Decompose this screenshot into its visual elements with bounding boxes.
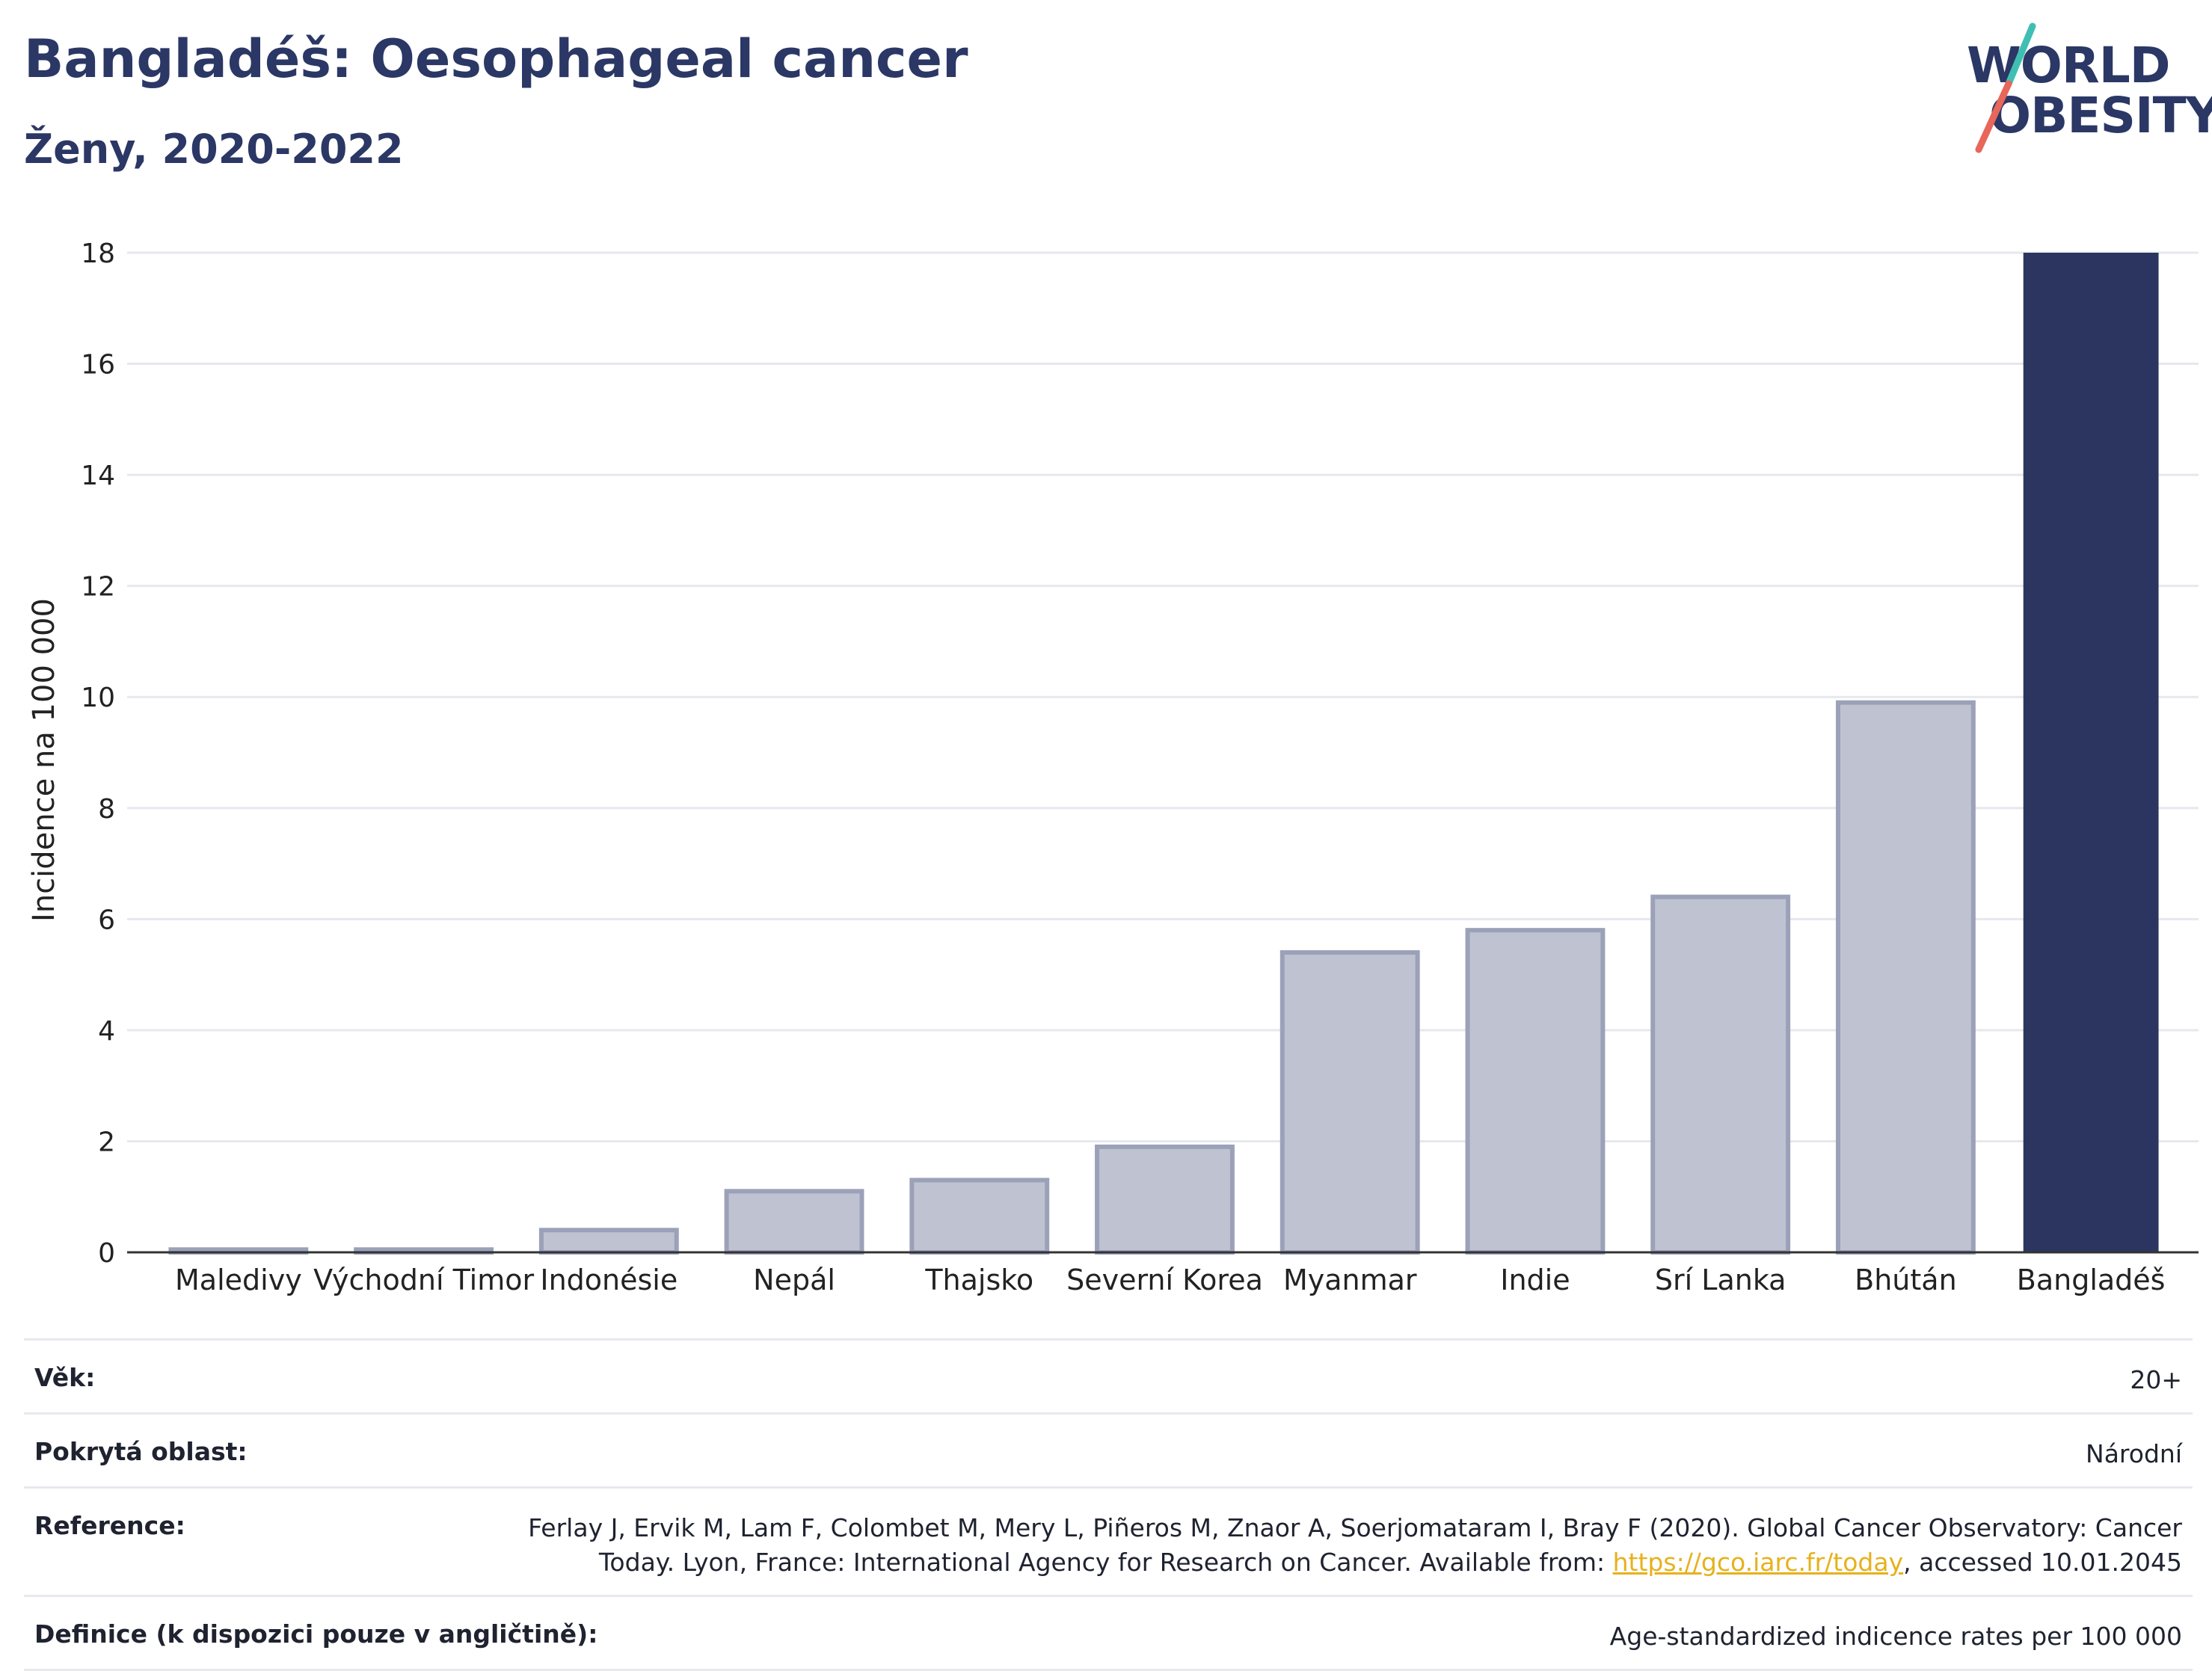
bar [909,1178,1050,1255]
bar [1465,928,1606,1255]
bar [2023,253,2159,1252]
y-tick-label: 10 [81,683,115,713]
bar-chart: 0 2 4 6 8 10 12 14 16 18 Incidence na 100 000 Maled… [27,239,2199,1296]
x-tick-label: Nepál [753,1264,835,1296]
meta-label: Definice (k dispozici pouze v angličtině… [34,1619,598,1649]
meta-value: Národní [2086,1439,2182,1468]
meta-value: Ferlay J, Ervik M, Lam F, Colombet M, Me… [500,1511,2182,1580]
y-tick-label: 6 [98,905,115,935]
page-title: Bangladéš: Oesophageal cancer [24,28,968,90]
reference-link[interactable]: https://gco.iarc.fr/today [1612,1548,1904,1577]
bar [538,1228,679,1255]
x-tick-label: Severní Korea [1066,1264,1263,1296]
y-tick-label: 8 [98,794,115,825]
x-tick-label: Východní Timor [313,1264,534,1296]
y-tick-label: 0 [98,1238,115,1269]
y-tick-label: 16 [81,350,115,381]
bar [1095,1144,1235,1255]
page-subtitle: Ženy, 2020-2022 [24,126,404,173]
logo-slash-icon [1975,22,2036,153]
x-tick-label: Myanmar [1283,1264,1417,1296]
y-tick-label: 14 [81,461,115,491]
bar [1650,894,1791,1255]
y-tick-label: 12 [81,572,115,603]
logo-text-obesity: OBESITY [1989,87,2212,144]
y-tick-label: 4 [98,1016,115,1047]
y-tick-label: 2 [98,1127,115,1157]
x-tick-label: Bangladéš [2017,1264,2166,1296]
meta-row-reference: Reference: Ferlay J, Ervik M, Lam F, Col… [24,1486,2193,1595]
x-tick-label: Bhútán [1855,1264,1957,1296]
reference-accessed: , accessed 10.01.2045 [1903,1548,2182,1577]
x-tick-label: Maledivy [175,1264,302,1296]
meta-row-definition: Definice (k dispozici pouze v angličtině… [24,1595,2193,1671]
meta-row-area: Pokrytá oblast: Národní [24,1412,2193,1486]
meta-label: Pokrytá oblast: [34,1437,248,1466]
bar [1835,700,1976,1255]
meta-label: Reference: [34,1511,185,1540]
y-tick-label: 18 [81,239,115,269]
world-obesity-logo[interactable]: WORLD OBESITY [1959,22,2212,157]
meta-value: Age-standardized indicence rates per 100… [1609,1622,2182,1651]
bar [1279,950,1420,1255]
x-tick-label: Thajsko [924,1264,1033,1296]
x-tick-label: Srí Lanka [1655,1264,1787,1296]
meta-row-age: Věk: 20+ [24,1338,2193,1412]
x-tick-label: Indie [1500,1264,1570,1296]
reference-text: Ferlay J, Ervik M, Lam F, Colombet M, Me… [528,1513,2182,1577]
bar [724,1189,864,1255]
meta-value: 20+ [2130,1365,2182,1394]
metadata-table: Věk: 20+ Pokrytá oblast: Národní Referen… [24,1338,2193,1671]
meta-label: Věk: [34,1363,96,1392]
y-axis-label: Incidence na 100 000 [27,598,61,922]
x-tick-label: Indonésie [540,1264,678,1296]
logo-text-world: WORLD [1967,37,2171,94]
